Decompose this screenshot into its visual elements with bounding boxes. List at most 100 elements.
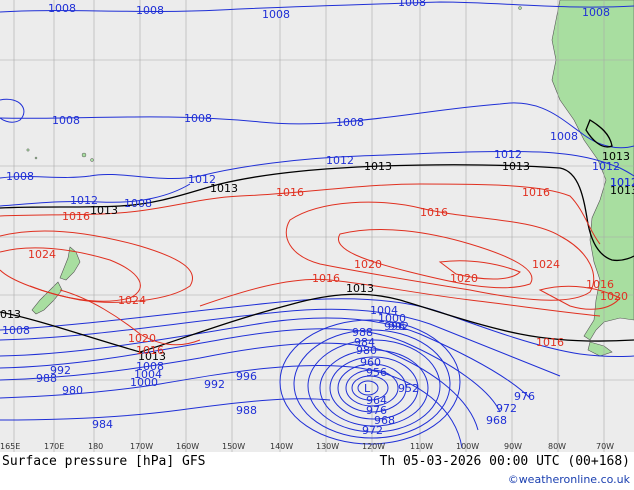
isobar-label: 1012 [188, 173, 216, 186]
isobar-label: 1020 [354, 258, 382, 271]
isobar-label: 1020 [128, 332, 156, 345]
isobar-label: 1016 [312, 272, 340, 285]
credit-link[interactable]: ©weatheronline.co.uk [507, 473, 630, 486]
lon-tick-label: 140W [270, 442, 293, 451]
isobar-label: 1013 [502, 160, 530, 173]
isobar-label: 1020 [600, 290, 628, 303]
isobar-label: 1016 [536, 336, 564, 349]
isobar-label: 1013 [90, 204, 118, 217]
isobar-label: 1024 [532, 258, 560, 271]
isobar-label: 1016 [522, 186, 550, 199]
isobar-label: 1008 [6, 170, 34, 183]
isobar-label: 1020 [450, 272, 478, 285]
isobar-label: 956 [366, 366, 387, 379]
isobar-label: 1013 [210, 182, 238, 195]
isobar-label: 1008 [184, 112, 212, 125]
isobar-label: 988 [236, 404, 257, 417]
isobar-label: 1008 [2, 324, 30, 337]
lon-tick-label: 130W [316, 442, 339, 451]
isobar-label: 1000 [378, 312, 406, 325]
isobar-labels-1013: 1013 1013 1013 1013 1013 1013 1013 1013 … [0, 150, 634, 363]
isobar-label: 984 [354, 336, 375, 349]
map-title: Surface pressure [hPa] GFS [2, 454, 206, 469]
isobar-label: 1008 [550, 130, 578, 143]
lon-tick-label: 110W [410, 442, 433, 451]
lon-tick-label: 120W [362, 442, 385, 451]
isobar-label: 1008 [136, 360, 164, 373]
isobar-label: 1012 [326, 154, 354, 167]
new-zealand-land [31, 246, 81, 315]
lon-tick-label: 100W [456, 442, 479, 451]
isobar-label: 992 [204, 378, 225, 391]
isobar-label: 996 [384, 320, 405, 333]
ocean-background [0, 0, 634, 452]
isobar-label: 972 [362, 424, 383, 437]
isobar-label: 968 [374, 414, 395, 427]
isobar-label: 013 [0, 308, 21, 321]
isobar-label: 988 [352, 326, 373, 339]
lon-tick-label: 80W [548, 442, 566, 451]
isobar-label: 1016 [420, 206, 448, 219]
isobar-label: 1008 [262, 8, 290, 21]
longitude-ticks: 165E 170E 180 170W 160W 150W 140W 130W 1… [0, 442, 614, 451]
isobar-label: 1008 [398, 0, 426, 9]
isobar-label: 980 [62, 384, 83, 397]
isobar-label: 992 [50, 364, 71, 377]
isobar-label: 1016 [586, 278, 614, 291]
lon-tick-label: 150W [222, 442, 245, 451]
lon-tick-label: 165E [0, 442, 20, 451]
isobar-label: 1004 [370, 304, 398, 317]
isobar-label: 1016 [136, 344, 164, 357]
isobar-label: 952 [398, 382, 419, 395]
isobar-label: 1008 [52, 114, 80, 127]
isobar-label: 1012 [494, 148, 522, 161]
isobar-label: 1004 [134, 368, 162, 381]
isobar-label: 1008 [136, 4, 164, 17]
isobar-label: 996 [236, 370, 257, 383]
valid-time: Th 05-03-2026 00:00 UTC (00+168) [379, 454, 630, 469]
isobar-label: 1008 [48, 2, 76, 15]
isobar-label: 1008 [124, 197, 152, 210]
isobar-label: 960 [360, 356, 381, 369]
isobar-label: 984 [92, 418, 113, 431]
isobar-label: 1012 [592, 160, 620, 173]
isobar-label: 976 [366, 404, 387, 417]
map-canvas: L 1008 1008 1008 1008 1008 1008 1008 100… [0, 0, 634, 452]
isobar-label: 1013 [364, 160, 392, 173]
pressure-map: L 1008 1008 1008 1008 1008 1008 1008 100… [0, 0, 634, 452]
isobar-label: 972 [496, 402, 517, 415]
lon-tick-label: 180 [88, 442, 103, 451]
isobar-label: 1013 [138, 350, 166, 363]
isobar-label: 1024 [28, 248, 56, 261]
lon-tick-label: 170E [44, 442, 64, 451]
lon-tick-label: 170W [130, 442, 153, 451]
map-footer: Surface pressure [hPa] GFS Th 05-03-2026… [0, 452, 634, 490]
isobar-label: 968 [486, 414, 507, 427]
isobar-label: 1008 [336, 116, 364, 129]
isobar-label: 1013 [346, 282, 374, 295]
lon-tick-label: 160W [176, 442, 199, 451]
isobar-label: 1008 [582, 6, 610, 19]
isobar-label: 1012 [70, 194, 98, 207]
isobar-label: 964 [366, 394, 387, 407]
isobar-labels-low: 1008 1008 1008 1008 1008 1008 1008 1008 … [2, 0, 634, 437]
isobar-label: 976 [514, 390, 535, 403]
isobar-label: 1000 [130, 376, 158, 389]
isobar-label: 1013 [602, 150, 630, 163]
isobar-labels-high: 1016 1016 1016 1016 1016 1016 1020 1020 … [28, 186, 628, 357]
isobar-label: 992 [388, 320, 409, 333]
isobars-high [0, 183, 621, 346]
isobar-label: 1024 [118, 294, 146, 307]
isobar-label: 1016 [276, 186, 304, 199]
lon-tick-label: 70W [596, 442, 614, 451]
isobar-label: 980 [356, 344, 377, 357]
low-pressure-center: L [364, 382, 371, 395]
lon-tick-label: 90W [504, 442, 522, 451]
isobar-label: 1016 [62, 210, 90, 223]
isobar-label: 988 [36, 372, 57, 385]
isobars-low [0, 1, 634, 449]
isobar-label: 1012 [610, 176, 634, 189]
isobar-label: 1013 [610, 184, 634, 197]
isobar-label: 1012 [610, 176, 634, 189]
isobar-1013 [0, 119, 634, 353]
